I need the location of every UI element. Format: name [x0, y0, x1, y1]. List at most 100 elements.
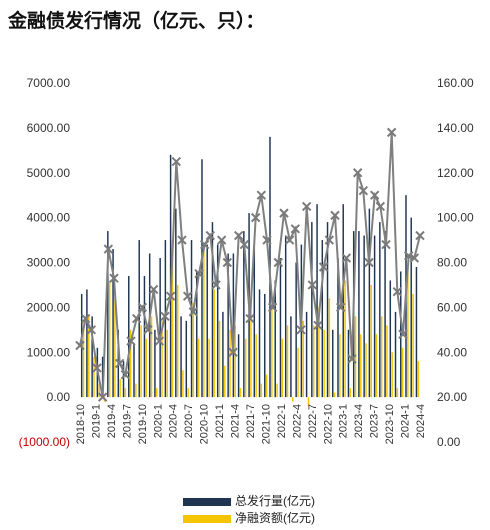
line-marker: [114, 358, 125, 369]
bar-total: [321, 240, 324, 398]
left-tick-label: (1000.00): [19, 435, 70, 449]
line-marker: [177, 235, 187, 245]
bar-series: [80, 136, 420, 407]
line-marker: [109, 273, 119, 283]
left-axis-ticks: (1000.00) 0.00 1000.00 2000.00 3000.00 4000.0…: [19, 76, 71, 449]
bar-net: [292, 397, 294, 402]
bar-net: [349, 388, 352, 398]
bar-total: [211, 222, 214, 398]
bar-net: [166, 329, 168, 398]
x-tick-label: 2019-4: [106, 404, 118, 438]
line-marker: [296, 325, 306, 335]
line-marker: [160, 311, 170, 322]
bar-net: [412, 293, 414, 398]
bar-total: [337, 258, 339, 398]
line-marker: [120, 369, 131, 380]
bar-total: [128, 275, 130, 398]
line-marker: [103, 244, 114, 254]
x-tick-label: 2019-7: [121, 404, 133, 438]
bar-net: [297, 347, 299, 398]
right-tick-label: 0.00: [437, 435, 461, 449]
bar-net: [265, 374, 268, 398]
right-tick-label: 100.00: [437, 211, 474, 225]
bar-total: [384, 231, 386, 398]
line-marker: [233, 230, 244, 241]
left-tick-label: 4000.00: [27, 211, 71, 225]
line-marker: [301, 201, 312, 212]
line-series: [75, 127, 425, 402]
bar-net: [98, 383, 100, 398]
line-marker: [165, 291, 176, 301]
line-marker: [358, 185, 369, 196]
bar-net: [260, 383, 263, 398]
left-tick-label: 2000.00: [27, 300, 71, 314]
bar-total: [400, 271, 402, 398]
line-marker: [341, 253, 352, 263]
bar-total: [206, 244, 208, 398]
bar-total: [122, 361, 125, 398]
bar-net: [318, 307, 320, 398]
bar-net: [391, 352, 393, 398]
line-marker: [369, 190, 380, 200]
bar-total: [159, 258, 161, 398]
bar-net: [187, 388, 189, 398]
right-tick-label: 20.00: [437, 390, 467, 404]
x-tick-label: 2021-1: [214, 404, 226, 438]
line-marker: [154, 336, 165, 346]
line-marker: [188, 307, 199, 317]
bar-total: [175, 208, 177, 398]
line-marker: [324, 235, 335, 245]
bar-net: [302, 320, 304, 398]
bar-total: [410, 217, 412, 398]
bar-total: [243, 231, 245, 398]
bar-total: [415, 266, 418, 398]
line-marker: [245, 313, 255, 324]
x-tick-label: 2023-1: [338, 404, 350, 438]
line-marker: [290, 224, 301, 234]
x-axis-ticks: 2018-10 2019-1 2019-4 2019-7 2019-10 2020-1 20…: [75, 404, 427, 444]
bar-net: [281, 338, 284, 398]
bar-total: [185, 320, 188, 398]
bar-net: [323, 329, 325, 398]
line-marker: [364, 257, 374, 268]
bar-total: [342, 204, 344, 398]
right-axis-ticks: 0.00 20.00 40.00 60.00 80.00 100.00 120.00 140.…: [437, 76, 474, 449]
bar-total: [394, 311, 397, 398]
bar-total: [107, 231, 109, 398]
legend-label-net: 净融资额(亿元): [235, 511, 315, 525]
left-tick-label: 0.00: [47, 390, 71, 404]
line-marker: [403, 251, 414, 261]
bar-net: [114, 298, 116, 398]
legend-item-net: 净融资额(亿元): [183, 509, 315, 526]
line-marker: [279, 208, 289, 218]
bar-total: [148, 253, 151, 398]
bar-net: [82, 320, 85, 398]
bar-net: [276, 383, 278, 398]
line-marker: [205, 230, 216, 241]
x-tick-label: 2023-10: [384, 404, 396, 444]
bar-total: [290, 316, 292, 398]
x-tick-label: 2020-7: [183, 404, 195, 438]
x-tick-label: 2020-10: [199, 404, 211, 444]
right-tick-label: 40.00: [437, 345, 467, 359]
bar-total: [222, 311, 224, 398]
bar-net: [213, 289, 216, 398]
bar-total: [258, 289, 261, 398]
bar-net: [370, 284, 372, 398]
line-marker: [171, 156, 182, 167]
bar-net: [171, 240, 174, 398]
x-tick-label: 2021-10: [260, 404, 272, 444]
bar-net: [140, 325, 142, 398]
bar-net: [176, 284, 179, 398]
bar-net: [197, 338, 200, 398]
bar-net: [124, 388, 127, 398]
x-tick-label: 2022-1: [276, 404, 288, 438]
x-tick-label: 2024-1: [400, 404, 412, 438]
left-tick-label: 6000.00: [27, 121, 71, 135]
x-tick-label: 2020-1: [152, 404, 164, 438]
line-marker: [273, 257, 284, 268]
line-marker: [318, 262, 329, 272]
bar-net: [229, 329, 231, 398]
bar-total: [295, 262, 297, 398]
